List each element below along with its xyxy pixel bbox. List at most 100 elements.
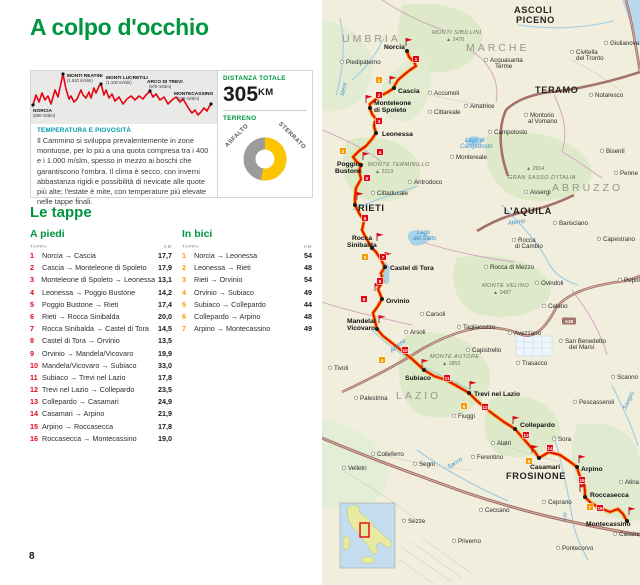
- map-label-town: Scanno: [617, 374, 639, 381]
- italy-inset-map: [339, 502, 396, 569]
- stage-km: 17,8: [158, 421, 172, 431]
- map-label-route: Cascia: [398, 88, 420, 95]
- walk-stage-marker-number: 11: [444, 376, 449, 382]
- map-label-town: Arsoli: [410, 329, 425, 336]
- elevation-point-name: ARCO DI TREVI: [147, 79, 183, 85]
- walk-stage-marker: [578, 476, 586, 484]
- bike-stage-marker: [460, 402, 468, 410]
- stage-km: 48: [304, 311, 312, 321]
- stage-km: 17,4: [158, 299, 172, 309]
- stage-number: 3: [182, 275, 186, 285]
- map-label-route: Mandela/: [347, 318, 376, 325]
- town-marker: [541, 303, 547, 308]
- map-label-town2: dei Marsi: [569, 344, 594, 351]
- route-map: 123456789101112131415161234567A25UMBRIAM…: [322, 0, 640, 585]
- map-label-town2: di Cambio: [515, 243, 543, 250]
- map-label-town: Barisciano: [559, 220, 588, 227]
- cycling-table-header: TAPPA KM: [182, 244, 312, 249]
- town-marker: [401, 518, 407, 523]
- stage-km: 17,7: [158, 251, 172, 260]
- route-town-dot: [380, 297, 384, 301]
- stage-route: Monteleone di Spoleto → Leonessa: [41, 275, 156, 285]
- walk-stage-marker-number: 15: [579, 478, 585, 484]
- elevation-point-elevation: (600 m/slm): [33, 113, 56, 118]
- map-label-peak: MONTE AUTORE: [430, 354, 480, 360]
- walk-stage-marker: [376, 277, 384, 285]
- col-stage-label: TAPPA: [182, 244, 199, 249]
- stage-row: 5 Poggio Bustone → Rieti 17,4: [30, 300, 172, 312]
- map-label-route: Rocca: [352, 235, 372, 242]
- map-label-town: Notaresco: [595, 92, 624, 99]
- map-label-peak: GRAN SASSO D'ITALIA: [508, 175, 576, 181]
- map-label-town: Acquasanta: [490, 57, 523, 64]
- route-town-dot: [625, 519, 629, 523]
- walk-stage-marker-number: 8: [379, 279, 382, 285]
- stage-km: 33,0: [158, 360, 172, 370]
- stage-number: 9: [30, 348, 34, 358]
- stage-route: Trevi nel Lazio → Collepardo: [42, 385, 135, 395]
- walk-stage-marker-number: 14: [547, 446, 553, 452]
- map-label-town: Civitella: [576, 49, 598, 56]
- town-marker: [572, 399, 578, 404]
- stage-row: 2 Cascia → Monteleone di Spoleto 17,9: [30, 263, 172, 275]
- page-title: A colpo d'occhio: [30, 14, 209, 40]
- map-label-water: Lago di: [465, 138, 485, 144]
- map-label-elev: ▲ 2914: [526, 166, 544, 172]
- bike-stage-marker: [375, 76, 383, 84]
- stage-number: 15: [30, 421, 38, 431]
- stage-row: 4 Leonessa → Poggio Bustone 14,2: [30, 288, 172, 300]
- map-label-route: Castel di Tora: [390, 265, 434, 272]
- page-number: 8: [29, 551, 35, 562]
- map-label-peak: MONTE VELINO: [482, 283, 529, 289]
- walk-stage-marker-number: 9: [363, 297, 366, 303]
- town-marker: [490, 440, 496, 445]
- stage-row: 7 Arpino → Montecassino 49: [182, 324, 312, 336]
- town-marker: [463, 103, 469, 108]
- map-label-town: San Benedetto: [565, 338, 606, 345]
- stage-flag-icon: [363, 152, 370, 156]
- stage-km: 24,9: [158, 397, 172, 407]
- stage-km: 44: [304, 299, 312, 309]
- walk-stage-marker: [363, 174, 371, 182]
- stage-row: 2 Leonessa → Rieti 48: [182, 263, 312, 275]
- stage-route: Rieti → Rocca Sinibalda: [42, 311, 120, 321]
- map-label-town: Velletri: [348, 465, 367, 472]
- map-label-town: Antrodoco: [414, 179, 443, 186]
- map-label-town: Trasacco: [522, 360, 548, 367]
- stage-row: 1 Norcia → Leonessa 54: [182, 251, 312, 263]
- map-label-route: Roccasecca: [590, 492, 629, 499]
- stage-row: 12 Trevi nel Lazio → Collepardo 23,5: [30, 385, 172, 397]
- elevation-profile-chart: NORCIA (600 m/slm) MONTI REATINI (1.510 m/s…: [31, 71, 217, 124]
- stage-route: Arpino → Montecassino: [194, 324, 271, 334]
- town-marker: [551, 436, 557, 441]
- stage-row: 1 Norcia → Cascia 17,7: [30, 251, 172, 263]
- town-marker: [341, 465, 347, 470]
- town-marker: [427, 109, 433, 114]
- stage-route: Collepardo → Arpino: [194, 311, 261, 321]
- terrain-label: TERRENO: [223, 115, 257, 122]
- map-label-region: UMBRIA: [342, 33, 401, 45]
- stages-heading: Le tappe: [30, 204, 92, 221]
- stage-row: 3 Monteleone di Spoleto → Leonessa 13,1: [30, 275, 172, 287]
- map-label-town: Cassino: [619, 531, 640, 538]
- stage-row: 15 Arpino → Roccasecca 17,8: [30, 422, 172, 434]
- map-label-water: Liri: [561, 512, 569, 522]
- route-town-dot: [405, 49, 409, 53]
- map-label-big: TERAMO: [535, 85, 578, 95]
- walk-stage-marker-number: 2: [378, 93, 381, 99]
- stage-flag-icon: [580, 484, 587, 488]
- town-marker: [449, 154, 455, 159]
- stage-route: Orvinio → Subiaco: [194, 287, 254, 297]
- map-label-big: FROSINONE: [506, 471, 566, 481]
- map-label-town2: Terme: [495, 63, 513, 70]
- walk-stage-marker: [401, 346, 409, 354]
- elevation-point-name: NORCIA: [33, 108, 52, 114]
- stage-km: 54: [304, 251, 312, 260]
- map-label-route: Monteleone: [374, 100, 411, 107]
- stage-km: 19,9: [158, 348, 172, 358]
- route-town-dot: [392, 86, 396, 90]
- cycling-heading: In bici: [182, 228, 213, 240]
- walking-table-header: TAPPA KM: [30, 244, 172, 249]
- stage-number: 11: [30, 372, 38, 382]
